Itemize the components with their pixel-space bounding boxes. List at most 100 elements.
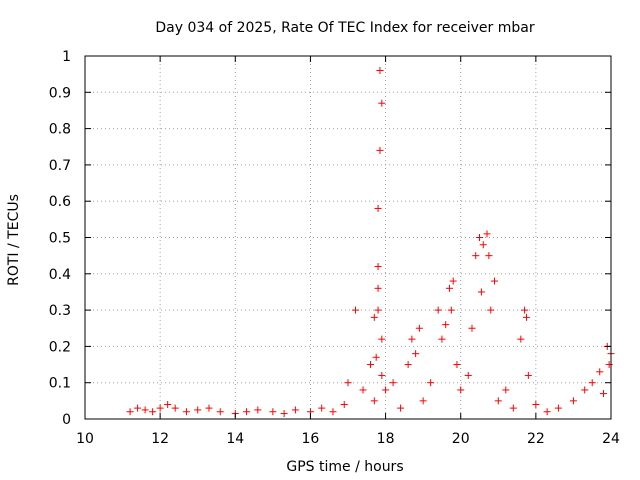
data-point	[164, 400, 172, 408]
data-point	[605, 361, 613, 369]
x-tick-label: 20	[452, 431, 470, 447]
y-tick-label: 1	[62, 49, 71, 65]
data-point	[408, 335, 416, 343]
axis-ticks: 10 12 14 16 18 20 22 24 0 0.1 0.2 0.3 0.4 0.5 0.6 0.7 0.…	[49, 49, 620, 447]
data-point	[243, 408, 251, 416]
data-point	[269, 408, 277, 416]
x-tick-label: 24	[602, 431, 620, 447]
data-point	[479, 241, 487, 249]
y-tick-label: 0.5	[49, 231, 71, 247]
data-point	[502, 386, 510, 394]
data-point	[216, 408, 224, 416]
data-point	[419, 397, 427, 405]
data-point	[445, 284, 453, 292]
data-point	[318, 404, 326, 412]
data-point	[141, 406, 149, 414]
data-point	[483, 230, 491, 238]
data-point	[134, 404, 142, 412]
data-point	[367, 361, 375, 369]
data-point	[569, 397, 577, 405]
data-point	[171, 404, 179, 412]
x-tick-label: 22	[527, 431, 545, 447]
x-tick-label: 14	[226, 431, 244, 447]
data-point	[517, 335, 525, 343]
data-point	[476, 234, 483, 241]
data-point	[599, 390, 607, 398]
data-point	[182, 408, 190, 416]
data-point	[378, 371, 386, 379]
data-point	[509, 404, 517, 412]
y-tick-label: 0.4	[49, 267, 71, 283]
data-point	[370, 397, 378, 405]
data-point	[522, 313, 530, 321]
data-point	[378, 335, 386, 343]
x-tick-label: 18	[377, 431, 395, 447]
data-points	[126, 67, 615, 418]
data-point	[205, 404, 213, 412]
chart-title: Day 034 of 2025, Rate Of TEC Index for r…	[155, 20, 534, 36]
data-point	[532, 400, 540, 408]
y-tick-label: 0.6	[49, 194, 71, 210]
data-point	[374, 263, 382, 271]
data-point	[447, 306, 455, 314]
data-point	[382, 386, 390, 394]
data-point	[434, 306, 442, 314]
data-point	[280, 410, 288, 418]
data-point	[329, 408, 337, 416]
data-point	[378, 99, 386, 107]
data-point	[521, 306, 529, 314]
data-point	[374, 284, 382, 292]
data-point	[149, 408, 157, 416]
data-point	[596, 368, 604, 376]
data-point	[477, 288, 485, 296]
data-point	[374, 306, 382, 314]
data-point	[412, 350, 420, 358]
data-point	[352, 306, 360, 314]
data-point	[588, 379, 596, 387]
data-point	[472, 252, 480, 260]
data-point	[370, 313, 378, 321]
data-point	[340, 400, 348, 408]
data-point	[442, 321, 450, 329]
data-point	[404, 361, 412, 369]
plot-frame	[84, 55, 612, 420]
x-tick-label: 10	[76, 431, 94, 447]
data-point	[372, 353, 380, 361]
data-point	[494, 397, 502, 405]
data-point	[254, 406, 262, 414]
data-point	[389, 379, 397, 387]
y-axis-label: ROTI / TECUs	[6, 194, 22, 286]
data-point	[464, 371, 472, 379]
data-point	[449, 277, 457, 285]
data-point	[524, 371, 532, 379]
data-point	[291, 406, 299, 414]
data-point	[415, 324, 423, 332]
data-point	[581, 386, 589, 394]
data-point	[438, 335, 446, 343]
data-point	[359, 386, 367, 394]
data-point	[491, 277, 499, 285]
data-point	[374, 204, 382, 212]
x-tick-label: 12	[151, 431, 169, 447]
data-point	[376, 146, 384, 154]
data-point	[344, 379, 352, 387]
data-point	[194, 406, 202, 414]
y-tick-label: 0.9	[49, 85, 71, 101]
data-point	[485, 252, 493, 260]
data-point	[457, 386, 465, 394]
data-point	[468, 324, 476, 332]
data-point	[487, 306, 495, 314]
y-tick-label: 0.2	[49, 339, 71, 355]
y-tick-label: 0.3	[49, 303, 71, 319]
data-point	[376, 67, 384, 75]
data-point	[543, 408, 551, 416]
data-point	[453, 361, 461, 369]
data-point	[554, 404, 562, 412]
data-point	[126, 408, 134, 416]
x-axis-label: GPS time / hours	[286, 459, 403, 475]
data-point	[156, 404, 164, 412]
y-tick-label: 0.8	[49, 122, 71, 138]
data-point	[427, 379, 435, 387]
y-tick-label: 0.7	[49, 158, 71, 174]
